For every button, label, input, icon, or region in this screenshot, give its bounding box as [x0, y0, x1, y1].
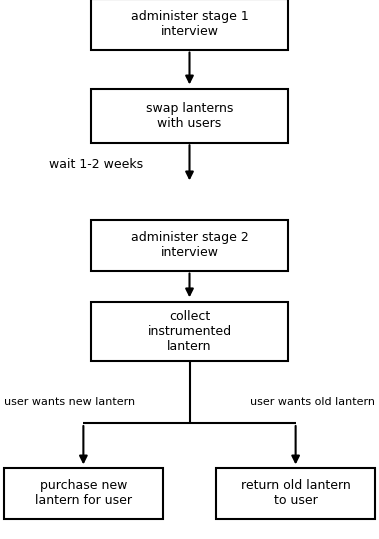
FancyBboxPatch shape: [91, 0, 288, 50]
Text: administer stage 1
interview: administer stage 1 interview: [131, 10, 248, 38]
FancyBboxPatch shape: [91, 89, 288, 143]
Text: collect
instrumented
lantern: collect instrumented lantern: [147, 310, 232, 353]
FancyBboxPatch shape: [91, 302, 288, 361]
Text: administer stage 2
interview: administer stage 2 interview: [131, 231, 248, 259]
Text: user wants old lantern: user wants old lantern: [250, 397, 375, 406]
Text: swap lanterns
with users: swap lanterns with users: [146, 102, 233, 130]
FancyBboxPatch shape: [91, 220, 288, 271]
Text: return old lantern
to user: return old lantern to user: [241, 479, 351, 507]
Text: wait 1-2 weeks: wait 1-2 weeks: [49, 158, 143, 171]
FancyBboxPatch shape: [216, 467, 375, 519]
Text: purchase new
lantern for user: purchase new lantern for user: [35, 479, 132, 507]
Text: user wants new lantern: user wants new lantern: [4, 397, 135, 406]
FancyBboxPatch shape: [4, 467, 163, 519]
